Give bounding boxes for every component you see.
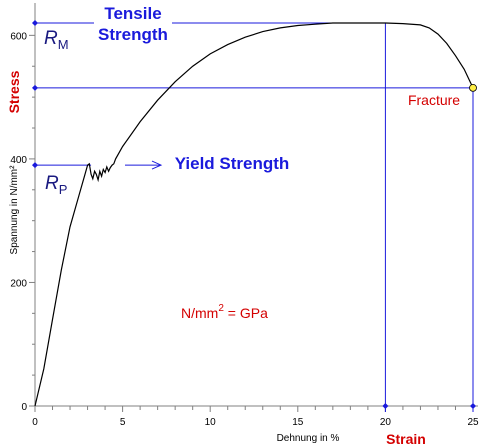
fracture-strain-marker [470, 403, 476, 409]
y-tick-label: 600 [10, 31, 27, 42]
fracture-label: Fracture [408, 92, 460, 108]
yield-arrow-head [151, 160, 163, 170]
tensile-strength-line2: Strength [98, 25, 168, 44]
rp-subscript: P [59, 182, 68, 197]
rm-symbol: RM [44, 28, 69, 52]
unit-rest: = GPa [224, 305, 268, 321]
y-tick-label: 200 [10, 278, 27, 289]
x-tick-label: 10 [205, 417, 217, 428]
x-tick-label: 0 [32, 417, 38, 428]
stress-strain-curve [34, 22, 474, 407]
rm-axis-marker [32, 20, 38, 26]
unit-annotation: N/mm2 = GPa [181, 303, 268, 321]
y-axis-label: Spannung in N/mm² [9, 165, 20, 255]
x-tick-label: 25 [467, 417, 479, 428]
markers [32, 20, 477, 409]
guide-lines [35, 22, 474, 412]
axis-ticks: 0 5 10 15 20 25 0 200 400 600 [10, 31, 479, 428]
y-tick-label: 0 [21, 402, 27, 413]
tensile-strength-line1: Tensile [104, 4, 161, 23]
strain-label: Strain [386, 431, 426, 447]
stress-label: Stress [6, 70, 22, 113]
rp-symbol: RP [45, 173, 67, 197]
fracture-point [469, 83, 477, 92]
fracture-axis-marker [32, 84, 38, 91]
uniform-elongation-marker [382, 403, 389, 409]
unit-exponent: 2 [218, 303, 224, 314]
rm-subscript: M [58, 37, 69, 52]
unit-base: N/mm [181, 305, 218, 321]
rp-letter: R [45, 173, 59, 194]
yield-strength-label: Yield Strength [175, 154, 290, 173]
y-tick-label: 400 [10, 155, 27, 166]
x-axis-label: Dehnung in % [277, 433, 340, 444]
x-tick-label: 5 [120, 417, 126, 428]
rm-letter: R [44, 28, 58, 49]
x-tick-label: 15 [292, 417, 304, 428]
x-tick-label: 20 [380, 417, 392, 428]
rp-axis-marker [32, 162, 38, 169]
